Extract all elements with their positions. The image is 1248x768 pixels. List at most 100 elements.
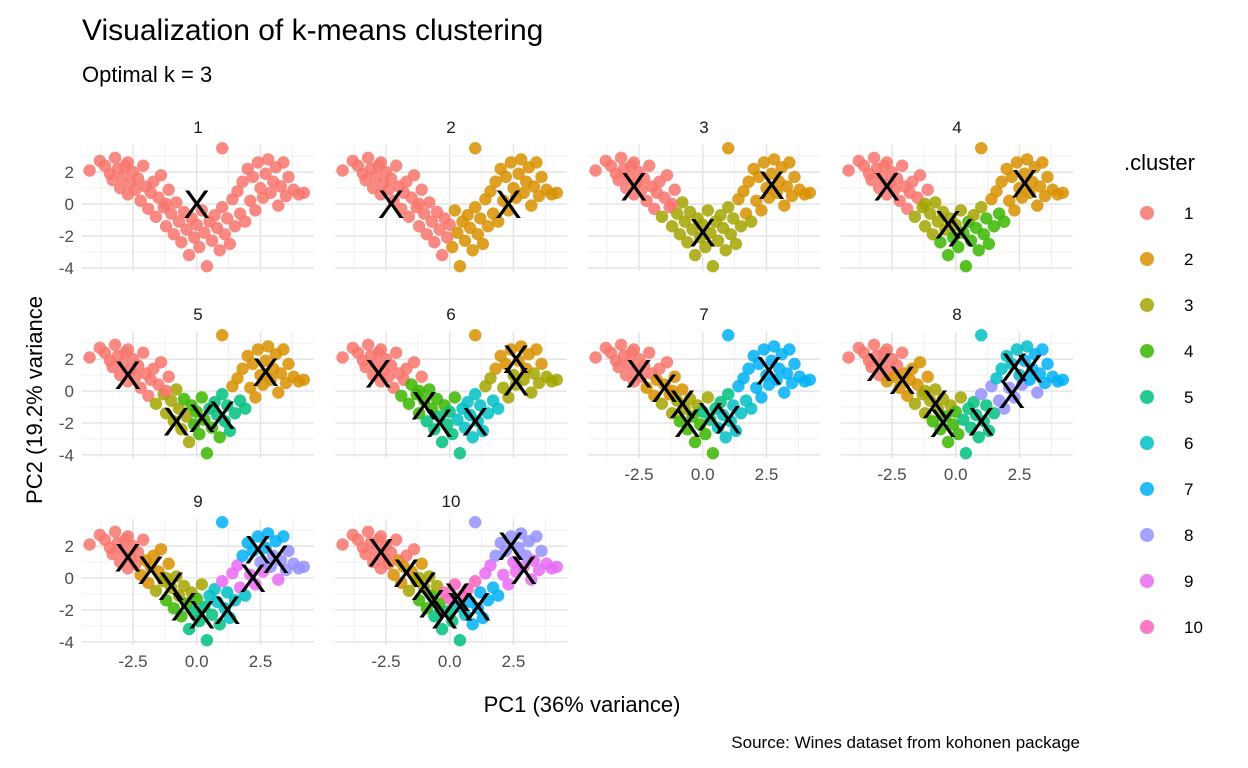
data-point	[788, 357, 801, 371]
data-point	[149, 397, 163, 410]
data-point	[757, 343, 771, 356]
data-point	[530, 156, 543, 169]
x-tick-label: 0.0	[944, 465, 968, 484]
data-point	[172, 589, 186, 602]
centroid-marker: X	[503, 338, 530, 382]
data-point	[918, 220, 932, 233]
data-point	[451, 226, 464, 239]
data-point	[865, 360, 878, 374]
data-point	[977, 228, 990, 241]
data-point	[254, 555, 267, 569]
data-point	[941, 248, 955, 262]
data-point	[458, 234, 472, 247]
data-point	[471, 602, 484, 615]
centroid-marker: X	[262, 538, 289, 582]
data-point	[745, 402, 758, 415]
data-point	[236, 549, 249, 562]
data-point	[402, 397, 416, 410]
legend-item-2: 2	[1140, 250, 1193, 269]
legend-item-3: 3	[1140, 296, 1193, 315]
data-point	[193, 240, 206, 254]
data-point	[484, 185, 497, 198]
data-point	[918, 197, 932, 211]
y-tick-label: 0	[65, 569, 74, 588]
data-point	[699, 240, 712, 254]
data-point	[205, 421, 219, 434]
data-point	[154, 543, 168, 556]
data-point	[458, 608, 472, 621]
data-point	[244, 568, 257, 581]
data-point	[507, 181, 520, 195]
data-point	[941, 435, 955, 449]
data-point	[471, 228, 484, 241]
data-point	[412, 594, 426, 607]
data-point	[448, 204, 461, 217]
data-point	[742, 175, 755, 188]
data-point	[374, 156, 388, 169]
data-point	[469, 142, 482, 155]
data-point	[527, 180, 541, 193]
data-point	[193, 614, 206, 628]
data-point	[926, 415, 939, 428]
data-point	[926, 228, 939, 241]
data-point	[448, 391, 461, 404]
data-point	[1003, 381, 1016, 394]
data-point	[134, 568, 147, 581]
centroid-marker: X	[922, 383, 949, 427]
facet-strip-label: 10	[442, 492, 461, 511]
data-point	[550, 373, 563, 386]
data-point	[453, 447, 467, 460]
data-point	[142, 389, 155, 402]
data-point	[149, 584, 163, 597]
data-point	[188, 605, 201, 618]
data-point	[507, 368, 520, 382]
data-point	[415, 370, 428, 383]
x-tick-label: -2.5	[118, 652, 147, 671]
data-point	[259, 541, 272, 554]
data-point	[159, 571, 173, 585]
data-point	[896, 346, 909, 359]
data-point	[231, 372, 244, 385]
centroid-marker: X	[947, 212, 974, 256]
data-point	[277, 530, 290, 543]
data-point	[272, 573, 285, 586]
data-point	[788, 170, 801, 184]
facet-panel-4: 4X XXX	[841, 118, 1073, 273]
centroid-marker: X	[968, 400, 995, 444]
centroid-marker: X	[411, 565, 438, 609]
legend-swatch	[1140, 574, 1154, 588]
data-point	[706, 260, 720, 273]
legend-label: 2	[1184, 250, 1193, 269]
data-point	[481, 594, 495, 607]
data-point	[880, 156, 894, 169]
facet-strip-label: 1	[193, 118, 202, 137]
data-point	[420, 228, 433, 241]
data-point	[947, 418, 960, 431]
data-point	[216, 142, 229, 155]
centroid-marker: X	[245, 528, 272, 572]
data-point	[208, 396, 221, 409]
data-point	[441, 418, 454, 431]
data-point	[949, 218, 962, 231]
data-point	[780, 180, 794, 193]
data-point	[492, 215, 505, 228]
y-tick-label: -2	[59, 414, 74, 433]
centroid-marker: X	[651, 367, 678, 411]
data-point	[980, 212, 993, 225]
data-point	[264, 560, 277, 573]
legend-item-5: 5	[1140, 388, 1193, 407]
data-point	[297, 186, 310, 199]
data-point	[499, 544, 512, 558]
data-point	[489, 549, 502, 562]
data-point	[952, 240, 965, 254]
data-point	[1008, 391, 1021, 404]
data-point	[274, 180, 288, 193]
data-point	[530, 530, 543, 543]
data-point	[502, 391, 515, 404]
legend-item-4: 4	[1140, 342, 1193, 361]
data-point	[514, 153, 528, 166]
facet-panel-2: 2 X X	[335, 118, 567, 273]
data-point	[361, 151, 375, 164]
data-point	[361, 525, 375, 538]
data-point	[987, 407, 1001, 420]
